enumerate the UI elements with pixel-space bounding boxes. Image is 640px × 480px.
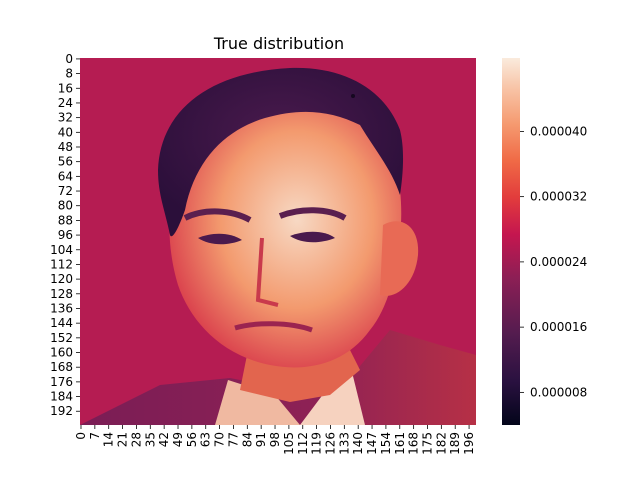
x-tick-label: 35 xyxy=(143,432,157,447)
x-tick-label: 56 xyxy=(185,432,199,447)
mouth xyxy=(234,321,313,333)
y-tick-label: 40 xyxy=(58,125,73,139)
x-tick-label: 133 xyxy=(337,432,351,455)
chart-title: True distribution xyxy=(213,34,344,53)
x-tick-label: 7 xyxy=(88,432,102,440)
y-tick-label: 72 xyxy=(58,184,73,198)
y-tick-label: 104 xyxy=(50,243,73,257)
y-tick-label: 64 xyxy=(58,169,73,183)
y-tick-label: 8 xyxy=(65,67,73,81)
x-tick-label: 168 xyxy=(407,432,421,455)
x-tick-label: 42 xyxy=(157,432,171,447)
y-tick-label: 80 xyxy=(58,199,73,213)
left-brow xyxy=(183,208,252,223)
y-tick-label: 128 xyxy=(50,287,73,301)
hot-spot-marker xyxy=(351,94,355,98)
heatmap-plot-area xyxy=(80,58,476,425)
y-tick-label: 24 xyxy=(58,96,73,110)
y-tick-label: 144 xyxy=(50,316,73,330)
colorbar-tick-label: 0.000024 xyxy=(530,255,587,269)
y-tick-label: 168 xyxy=(50,360,73,374)
left-eye xyxy=(198,233,242,245)
shirt-region xyxy=(215,380,300,425)
colorbar-ticks: 0.000008 0.000016 0.000024 0.000032 0.000040 xyxy=(520,124,587,399)
face-region xyxy=(169,98,402,368)
y-tick-label: 192 xyxy=(50,404,73,418)
y-tick-label: 0 xyxy=(65,52,73,66)
x-tick-label: 28 xyxy=(129,432,143,447)
nose-shadow xyxy=(255,237,279,307)
x-tick-label: 21 xyxy=(116,432,130,447)
y-tick-label: 152 xyxy=(50,331,73,345)
x-axis: 0 7 14 21 28 35 42 49 56 63 70 77 84 91 98 105 112 119 126… xyxy=(74,425,476,455)
x-tick-label: 119 xyxy=(310,432,324,455)
y-tick-label: 16 xyxy=(58,81,73,95)
y-tick-label: 88 xyxy=(58,213,73,227)
x-tick-label: 0 xyxy=(74,432,88,440)
x-tick-label: 196 xyxy=(462,432,476,455)
y-tick-label: 48 xyxy=(58,140,73,154)
coat-region xyxy=(80,330,476,425)
x-tick-label: 49 xyxy=(171,432,185,447)
x-tick-label: 91 xyxy=(254,432,268,447)
y-tick-label: 96 xyxy=(58,228,73,242)
x-tick-label: 98 xyxy=(268,432,282,447)
y-axis: 0816243240485664728088961041121201281361… xyxy=(50,52,80,418)
y-tick-label: 160 xyxy=(50,346,73,360)
colorbar-gradient xyxy=(502,58,520,425)
x-tick-label: 147 xyxy=(365,432,379,455)
y-tick-label: 112 xyxy=(50,257,73,271)
right-eye xyxy=(290,231,335,243)
x-tick-label: 77 xyxy=(226,432,240,447)
y-tick-label: 184 xyxy=(50,390,73,404)
x-tick-label: 175 xyxy=(420,432,434,455)
x-tick-label: 126 xyxy=(323,432,337,455)
y-tick-label: 120 xyxy=(50,272,73,286)
colorbar-tick-label: 0.000040 xyxy=(530,124,587,138)
x-tick-label: 161 xyxy=(393,432,407,455)
x-tick-label: 105 xyxy=(282,432,296,455)
collar-region xyxy=(300,372,365,425)
colorbar-tick-label: 0.000032 xyxy=(530,190,587,204)
colorbar: 0.000008 0.000016 0.000024 0.000032 0.000040 xyxy=(502,58,587,425)
x-tick-label: 14 xyxy=(102,432,116,447)
x-tick-label: 84 xyxy=(240,432,254,447)
y-tick-label: 136 xyxy=(50,301,73,315)
colorbar-tick-label: 0.000008 xyxy=(530,385,587,399)
right-brow xyxy=(278,207,347,221)
y-tick-label: 176 xyxy=(50,375,73,389)
colorbar-tick-label: 0.000016 xyxy=(530,320,587,334)
x-tick-label: 189 xyxy=(448,432,462,455)
y-tick-label: 32 xyxy=(58,111,73,125)
ear-region xyxy=(380,221,419,296)
y-tick-label: 56 xyxy=(58,155,73,169)
x-tick-label: 154 xyxy=(379,432,393,455)
x-tick-label: 112 xyxy=(296,432,310,455)
x-tick-label: 70 xyxy=(213,432,227,447)
x-tick-label: 182 xyxy=(434,432,448,455)
x-tick-label: 140 xyxy=(351,432,365,455)
x-tick-label: 63 xyxy=(199,432,213,447)
hair-region xyxy=(158,67,404,237)
